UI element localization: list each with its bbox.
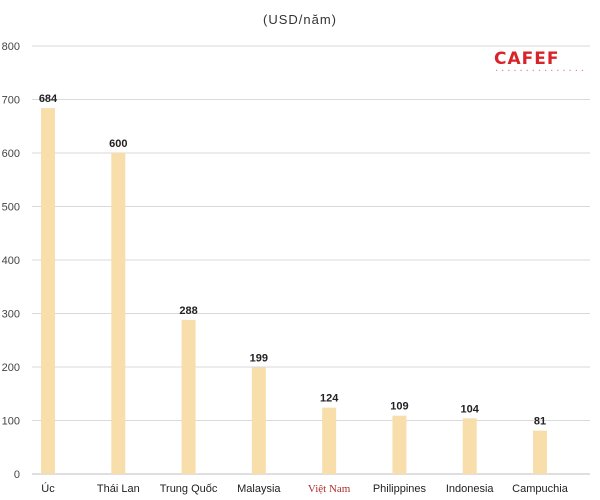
- category-label: Campuchia: [512, 483, 569, 495]
- chart-title: (USD/năm): [263, 12, 337, 27]
- data-label: 109: [390, 401, 408, 413]
- bar: [322, 407, 337, 474]
- y-tick-label: 500: [2, 202, 20, 214]
- y-tick-label: 200: [2, 362, 20, 374]
- value-labels: 684 600 288 199 124 109 104 81: [39, 93, 546, 428]
- data-label: 684: [39, 93, 58, 105]
- data-label: 81: [534, 416, 546, 428]
- bar: [41, 108, 55, 474]
- bar: [533, 430, 547, 474]
- bar: [111, 153, 126, 474]
- y-tick-label: 800: [2, 41, 20, 53]
- data-label: 104: [461, 403, 480, 415]
- y-tick-label: 400: [2, 255, 20, 267]
- logo-subtext-decoration: ∙∙∙∙∙∙∙∙∙∙∙∙∙∙∙: [495, 68, 587, 74]
- y-axis-tick-labels: 0 100 200 300 400 500 600 700 800: [2, 41, 20, 481]
- category-label: Indonesia: [446, 483, 495, 495]
- data-label: 199: [250, 353, 268, 365]
- bars: [41, 108, 547, 474]
- category-label: Philippines: [373, 483, 427, 495]
- category-label: Úc: [41, 482, 55, 495]
- bar: [181, 319, 196, 474]
- y-tick-label: 0: [14, 469, 20, 481]
- logo-text: CAFEF: [494, 49, 559, 69]
- data-label: 124: [320, 393, 339, 405]
- data-label: 600: [109, 138, 127, 150]
- category-label: Trung Quốc: [160, 483, 218, 495]
- category-label: Malaysia: [237, 483, 281, 495]
- data-label: 288: [179, 305, 197, 317]
- bar: [251, 367, 266, 474]
- cafef-logo: CAFEF ∙∙∙∙∙∙∙∙∙∙∙∙∙∙∙: [494, 49, 587, 74]
- category-label: Thái Lan: [97, 483, 140, 495]
- bar: [392, 415, 407, 474]
- category-label: Việt Nam: [308, 483, 351, 495]
- y-tick-label: 700: [2, 95, 20, 107]
- y-tick-label: 100: [2, 416, 20, 428]
- y-tick-label: 600: [2, 148, 20, 160]
- category-labels: Úc Thái Lan Trung Quốc Malaysia Việt Nam Phil…: [41, 482, 568, 495]
- bar: [462, 418, 477, 474]
- y-tick-label: 300: [2, 309, 20, 321]
